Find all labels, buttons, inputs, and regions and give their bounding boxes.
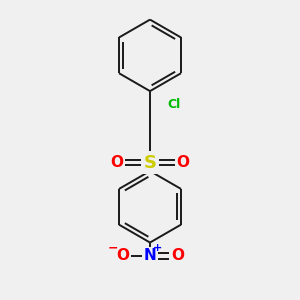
Text: −: − [108,242,119,255]
Text: S: S [143,154,157,172]
Text: +: + [153,243,163,254]
Text: O: O [176,155,189,170]
Text: N: N [144,248,156,263]
Text: O: O [111,155,124,170]
Text: O: O [116,248,129,263]
Text: O: O [171,248,184,263]
Text: Cl: Cl [168,98,181,111]
